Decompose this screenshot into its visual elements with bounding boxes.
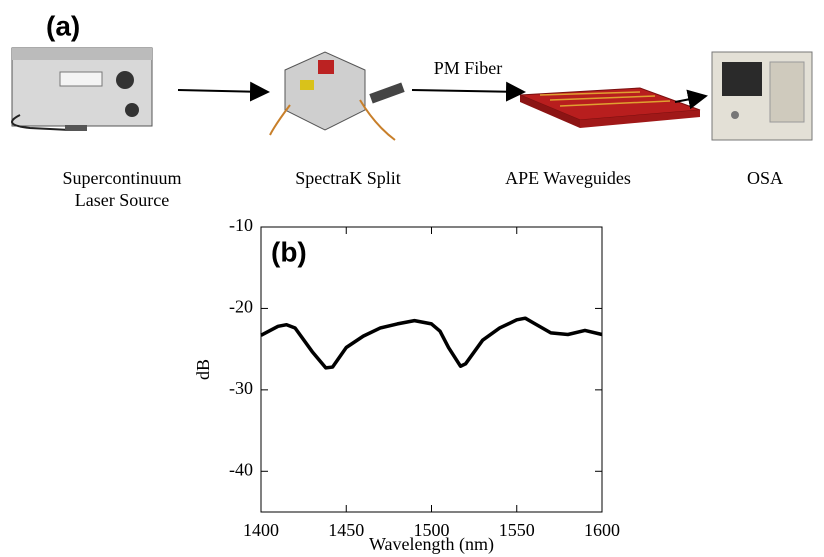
y-tick-label: -40 <box>229 459 253 479</box>
panel-label: (a) <box>46 10 80 41</box>
x-tick-label: 1600 <box>584 520 620 540</box>
plot-frame <box>260 226 603 513</box>
component-label: SpectraK Split <box>295 168 401 188</box>
x-tick-label: 1550 <box>499 520 535 540</box>
component-label: Supercontinuum <box>63 168 182 188</box>
x-tick-label: 1500 <box>414 520 450 540</box>
y-tick-label: -30 <box>229 378 253 398</box>
x-tick-label: 1450 <box>328 520 364 540</box>
arrows <box>177 81 708 110</box>
osa-icon <box>711 51 813 141</box>
y-tick-label: -10 <box>229 215 253 235</box>
laser-source-icon <box>11 47 153 131</box>
x-tick-label: 1400 <box>243 520 279 540</box>
y-tick-label: -20 <box>229 297 253 317</box>
component-label: APE Waveguides <box>505 168 631 188</box>
component-label: OSA <box>747 168 783 188</box>
x-axis-label: Wavelength (nm) <box>369 534 494 555</box>
data-line <box>260 316 603 370</box>
component-label: Laser Source <box>75 190 169 210</box>
y-axis-label: dB <box>193 359 213 380</box>
panel-label: (b) <box>271 236 307 267</box>
splitter-icon <box>269 51 405 141</box>
waveguide-icon <box>519 87 701 128</box>
link-label: PM Fiber <box>434 58 503 78</box>
chart: -10 -20 -30 -40 1400 1450 1500 1550 1600 Waveleng… <box>193 215 620 555</box>
